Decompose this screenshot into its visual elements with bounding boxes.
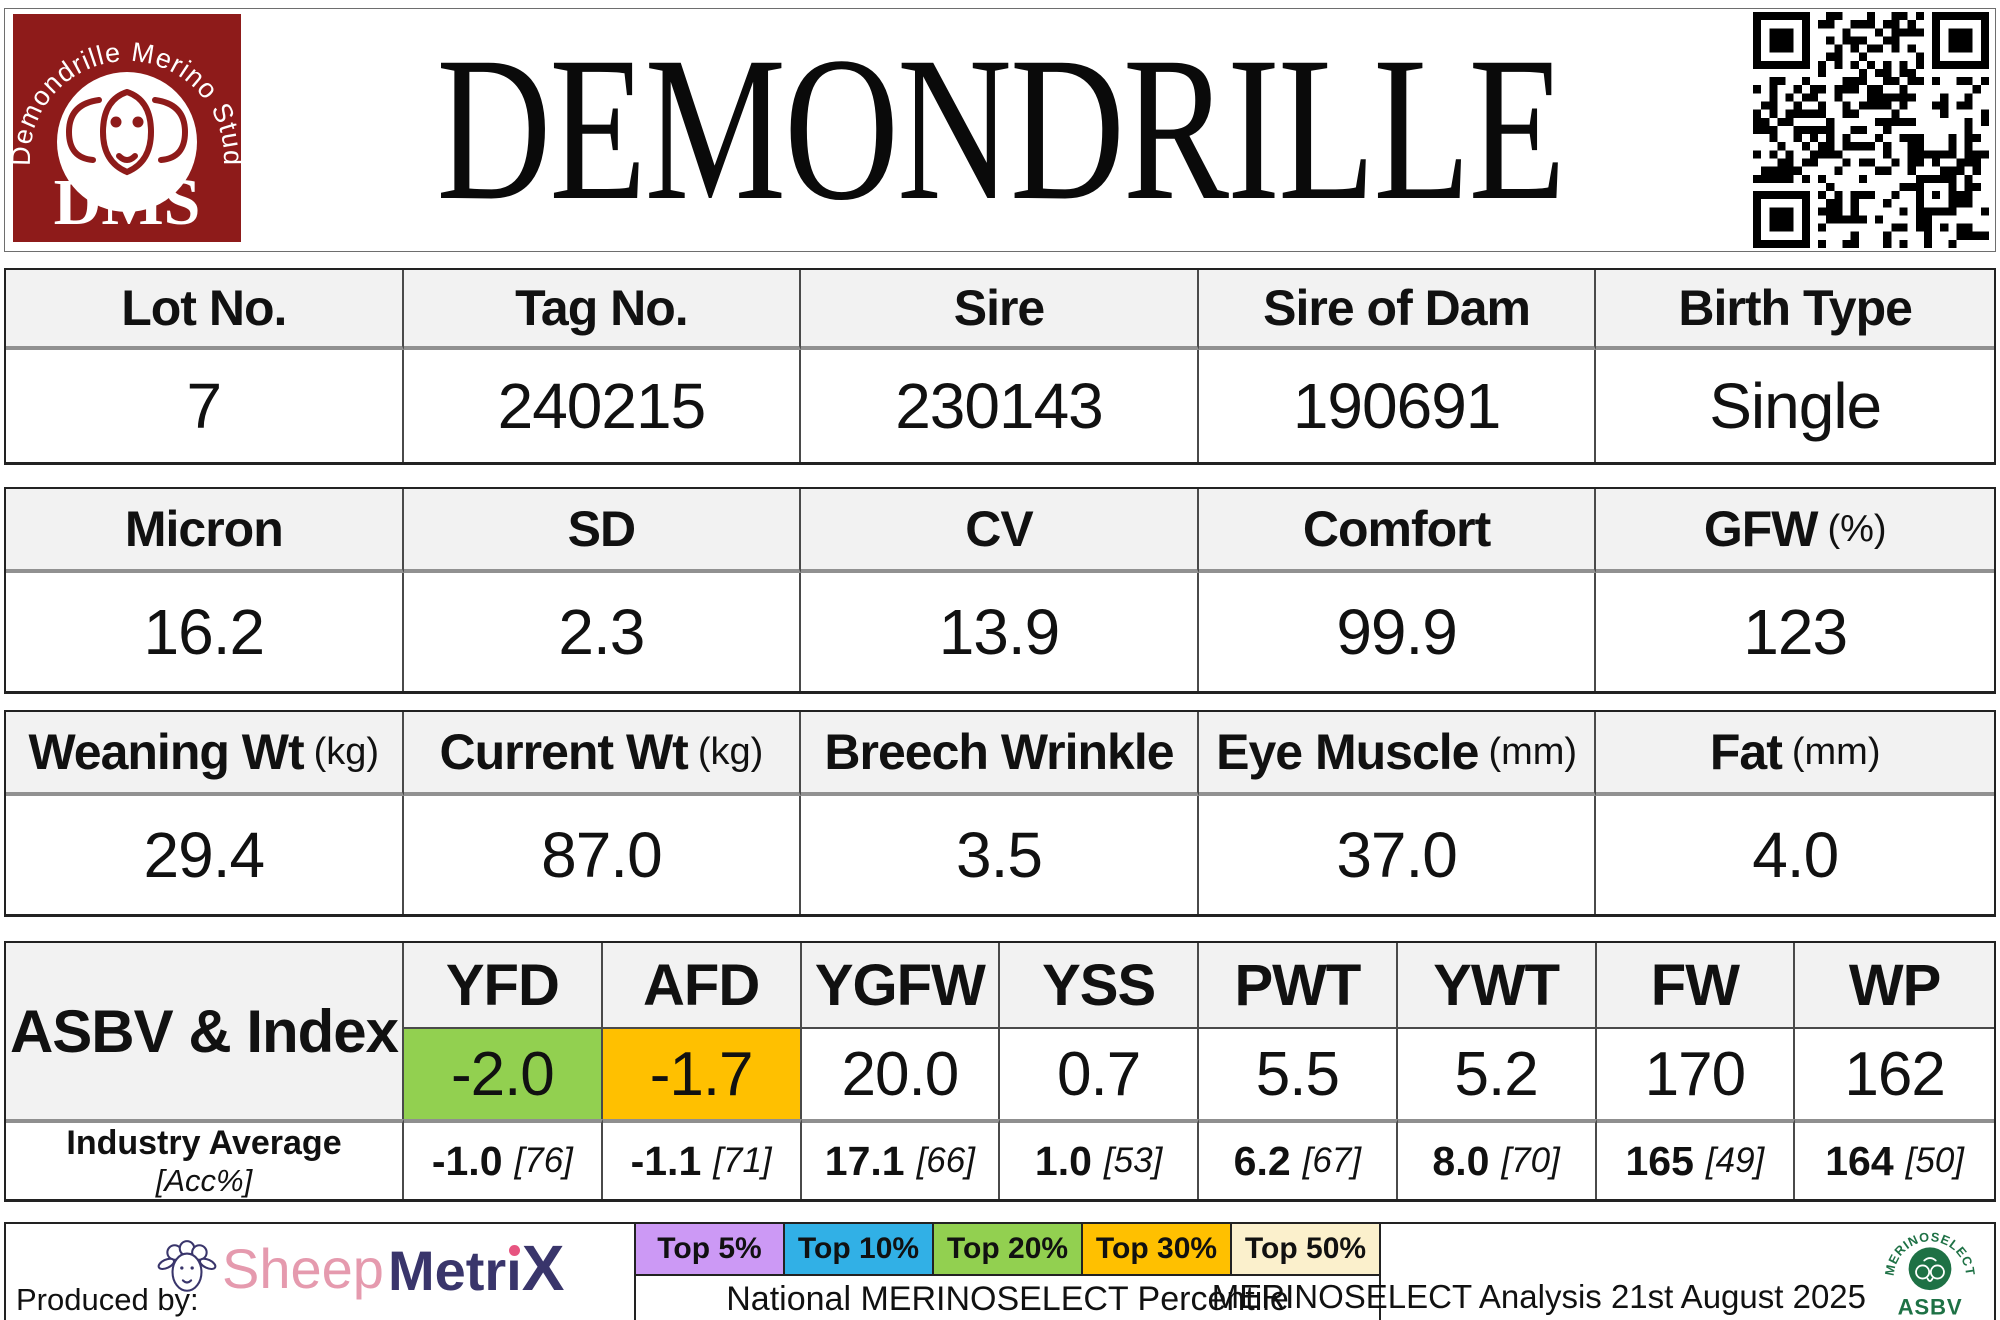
breech-wrinkle: 3.5 [801, 796, 1199, 914]
column-header: Eye Muscle (mm) [1198, 712, 1597, 796]
weaning-wt: 29.4 [6, 796, 404, 914]
sale-card: Demondrille Merino Stud DMS DEMONDRILLE … [0, 8, 2000, 1320]
column-header: Sire of Dam [1198, 270, 1597, 350]
lot-number: 7 [6, 350, 404, 462]
legend-top20: Top 20% [934, 1224, 1083, 1274]
brand-sheep-text: Sheep [222, 1236, 384, 1300]
i-dot-icon [509, 1245, 521, 1256]
column-header: Tag No. [403, 270, 802, 350]
gfw: 123 [1743, 596, 1848, 668]
industry-average-value: 164 [50] [1795, 1119, 1994, 1199]
analysis-cell: MERINOSELECT Analysis 21st August 2025 M… [1212, 1224, 1994, 1320]
asbv-header: AFD [602, 943, 802, 1029]
industry-average-value: 17.1 [66] [801, 1119, 1001, 1199]
fat: 4.0 [1752, 819, 1839, 891]
micron: 16.2 [6, 573, 404, 691]
column-header: Fat (mm) [1596, 712, 1994, 796]
header-band: Demondrille Merino Stud DMS DEMONDRILLE [4, 8, 1996, 252]
asbv-value: -2.0 [404, 1029, 603, 1119]
birth-type: Single [1709, 370, 1882, 442]
analysis-date: MERINOSELECT Analysis 21st August 2025 [1211, 1278, 1866, 1315]
legend-top10: Top 10% [785, 1224, 934, 1274]
produced-by-cell: Produced by: Sheep Metrı X [6, 1224, 636, 1320]
sheep-head-icon [157, 1240, 217, 1292]
column-header: Breech Wrinkle [801, 712, 1199, 796]
cv: 13.9 [801, 573, 1199, 691]
legend-caption: National MERINOSELECT Percentile [636, 1276, 1381, 1320]
legend-top5: Top 5% [636, 1224, 785, 1274]
body-table: Weaning Wt (kg) Current Wt (kg) Breech Wri… [4, 710, 1996, 917]
comfort: 99.9 [1199, 573, 1597, 691]
industry-average-label: Industry Average [Acc%] [6, 1119, 404, 1199]
brand-metrix-text: Metrı X [387, 1232, 565, 1304]
asbv-header: YWT [1397, 943, 1597, 1029]
column-header: Sire [801, 270, 1199, 350]
industry-average-value: -1.1 [71] [602, 1119, 802, 1199]
asbv-value: 20.0 [802, 1029, 1001, 1119]
stud-acronym: DMS [54, 166, 201, 239]
ram-scribble-icon [1915, 1257, 1945, 1282]
sd: 2.3 [404, 573, 802, 691]
asbv-value: 170 [1597, 1029, 1796, 1119]
asbv-value: 5.5 [1199, 1029, 1398, 1119]
current-wt: 87.0 [404, 796, 802, 914]
column-header: CV [801, 489, 1199, 573]
sire: 230143 [801, 350, 1199, 462]
asbv-value: 162 [1844, 1039, 1945, 1109]
ms-asbv-text: ASBV [1898, 1295, 1963, 1318]
column-header: Micron [6, 489, 404, 573]
asbv-header: YSS [1000, 943, 1199, 1029]
industry-average-value: 165 [49] [1596, 1119, 1796, 1199]
column-header: Comfort [1198, 489, 1597, 573]
asbv-table: ASBV & Index YFD AFD YGFW YSS PWT YWT FW… [4, 941, 1996, 1202]
page-title: DEMONDRILLE [436, 15, 1565, 244]
industry-average-value: 1.0 [53] [1000, 1119, 1199, 1199]
column-header: Current Wt (kg) [403, 712, 802, 796]
ram-head-icon [65, 89, 189, 176]
industry-average-value: 6.2 [67] [1199, 1119, 1398, 1199]
sheepmetrix-logo: Sheep Metrı X [156, 1224, 564, 1312]
eye-muscle: 37.0 [1199, 796, 1597, 914]
legend-top50: Top 50% [1232, 1224, 1381, 1274]
sire-of-dam: 190691 [1199, 350, 1597, 462]
percentile-legend: Top 5% Top 10% Top 20% Top 30% Top 50% [636, 1224, 1381, 1276]
merinoselect-asbv-logo: MERINOSELECT ASBV [1882, 1229, 1978, 1318]
column-header: SD [403, 489, 802, 573]
industry-average-value: -1.0 [76] [404, 1119, 603, 1199]
asbv-header: FW [1596, 943, 1796, 1029]
tag-number: 240215 [404, 350, 802, 462]
legend-top30: Top 30% [1083, 1224, 1232, 1274]
wool-table: Micron SD CV Comfort GFW (%) 16.2 2.3 13.… [4, 487, 1996, 694]
asbv-value: 0.7 [1000, 1029, 1199, 1119]
column-header: GFW (%) [1596, 489, 1994, 573]
column-header: Birth Type [1596, 270, 1994, 350]
stud-logo-icon: Demondrille Merino Stud DMS [13, 14, 241, 242]
asbv-header: PWT [1199, 943, 1398, 1029]
asbv-header: YGFW [801, 943, 1001, 1029]
footer: Produced by: Sheep Metrı X Top 5% [4, 1222, 1996, 1320]
asbv-header: WP [1795, 943, 1994, 1029]
asbv-value: -1.7 [602, 1029, 802, 1119]
qr-code [1753, 12, 1989, 248]
produced-by-label: Produced by: [16, 1282, 199, 1317]
asbv-value: 5.2 [1398, 1029, 1597, 1119]
column-header: Lot No. [6, 270, 404, 350]
identity-table: Lot No. Tag No. Sire Sire of Dam Birth T… [4, 268, 1996, 465]
column-header: Weaning Wt (kg) [6, 712, 404, 796]
industry-average-value: 8.0 [70] [1397, 1119, 1597, 1199]
asbv-header: YFD [404, 943, 603, 1029]
asbv-row-label: ASBV & Index [6, 943, 404, 1119]
